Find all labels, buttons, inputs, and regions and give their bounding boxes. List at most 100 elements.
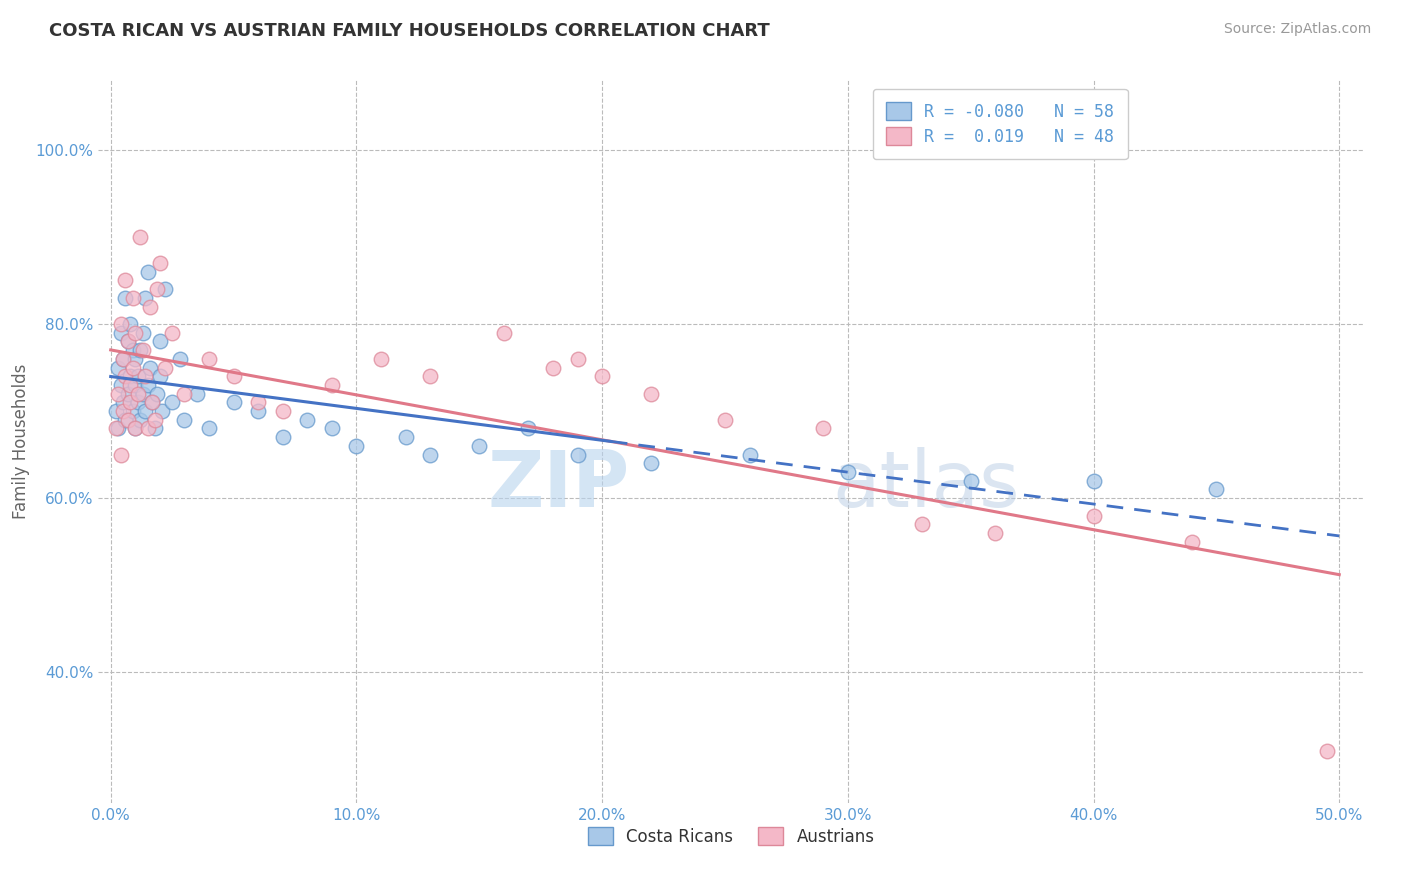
Point bbox=[149, 256, 172, 270]
Point bbox=[837, 465, 859, 479]
Point bbox=[146, 282, 169, 296]
Point bbox=[134, 404, 156, 418]
Point bbox=[104, 421, 127, 435]
Point bbox=[186, 386, 208, 401]
Point bbox=[131, 386, 153, 401]
Point bbox=[591, 369, 613, 384]
Point bbox=[640, 386, 662, 401]
Point bbox=[127, 386, 149, 401]
Point bbox=[120, 317, 142, 331]
Point bbox=[143, 413, 166, 427]
Point bbox=[107, 386, 129, 401]
Point bbox=[419, 369, 441, 384]
Point bbox=[813, 421, 835, 435]
Point bbox=[344, 439, 367, 453]
Point bbox=[117, 334, 139, 349]
Point bbox=[714, 413, 737, 427]
Point bbox=[107, 360, 129, 375]
Text: Source: ZipAtlas.com: Source: ZipAtlas.com bbox=[1223, 22, 1371, 37]
Point bbox=[131, 343, 153, 358]
Point bbox=[114, 413, 136, 427]
Point bbox=[111, 395, 134, 409]
Point bbox=[120, 369, 142, 384]
Point bbox=[110, 378, 132, 392]
Text: ZIP: ZIP bbox=[488, 447, 630, 523]
Point bbox=[959, 474, 981, 488]
Point bbox=[173, 386, 195, 401]
Point bbox=[153, 282, 176, 296]
Point bbox=[129, 413, 152, 427]
Point bbox=[517, 421, 540, 435]
Point bbox=[127, 395, 149, 409]
Point bbox=[139, 300, 162, 314]
Point bbox=[114, 291, 136, 305]
Point bbox=[127, 369, 149, 384]
Point bbox=[134, 369, 156, 384]
Point bbox=[222, 395, 245, 409]
Point bbox=[160, 395, 183, 409]
Point bbox=[541, 360, 564, 375]
Point bbox=[984, 525, 1007, 540]
Point bbox=[1205, 483, 1227, 497]
Point bbox=[124, 421, 146, 435]
Point bbox=[110, 317, 132, 331]
Text: atlas: atlas bbox=[832, 447, 1019, 523]
Point bbox=[321, 378, 343, 392]
Point bbox=[121, 404, 143, 418]
Point bbox=[640, 456, 662, 470]
Point bbox=[107, 421, 129, 435]
Point bbox=[114, 273, 136, 287]
Point bbox=[110, 448, 132, 462]
Point bbox=[104, 404, 127, 418]
Point bbox=[129, 230, 152, 244]
Point bbox=[738, 448, 761, 462]
Point bbox=[567, 448, 589, 462]
Point bbox=[271, 430, 294, 444]
Point bbox=[124, 351, 146, 366]
Point bbox=[111, 351, 134, 366]
Point bbox=[370, 351, 392, 366]
Point bbox=[136, 421, 159, 435]
Point bbox=[271, 404, 294, 418]
Point bbox=[134, 291, 156, 305]
Point bbox=[111, 351, 134, 366]
Point bbox=[468, 439, 491, 453]
Point bbox=[1083, 508, 1105, 523]
Point bbox=[136, 265, 159, 279]
Point bbox=[150, 404, 173, 418]
Point bbox=[124, 378, 146, 392]
Legend: Costa Ricans, Austrians: Costa Ricans, Austrians bbox=[581, 821, 882, 852]
Point bbox=[394, 430, 416, 444]
Point bbox=[136, 378, 159, 392]
Point bbox=[139, 360, 162, 375]
Point bbox=[117, 334, 139, 349]
Point bbox=[131, 326, 153, 340]
Point bbox=[149, 334, 172, 349]
Point bbox=[419, 448, 441, 462]
Point bbox=[114, 369, 136, 384]
Point bbox=[1181, 534, 1204, 549]
Point bbox=[198, 351, 221, 366]
Point bbox=[198, 421, 221, 435]
Point bbox=[146, 386, 169, 401]
Point bbox=[1316, 743, 1339, 757]
Point bbox=[160, 326, 183, 340]
Point bbox=[121, 291, 143, 305]
Point bbox=[111, 404, 134, 418]
Point bbox=[143, 421, 166, 435]
Point bbox=[120, 378, 142, 392]
Point bbox=[141, 395, 163, 409]
Point bbox=[169, 351, 191, 366]
Point bbox=[321, 421, 343, 435]
Y-axis label: Family Households: Family Households bbox=[13, 364, 30, 519]
Point bbox=[247, 395, 270, 409]
Point bbox=[173, 413, 195, 427]
Text: COSTA RICAN VS AUSTRIAN FAMILY HOUSEHOLDS CORRELATION CHART: COSTA RICAN VS AUSTRIAN FAMILY HOUSEHOLD… bbox=[49, 22, 770, 40]
Point bbox=[129, 343, 152, 358]
Point bbox=[124, 421, 146, 435]
Point bbox=[1083, 474, 1105, 488]
Point bbox=[141, 395, 163, 409]
Point bbox=[120, 395, 142, 409]
Point bbox=[121, 343, 143, 358]
Point bbox=[567, 351, 589, 366]
